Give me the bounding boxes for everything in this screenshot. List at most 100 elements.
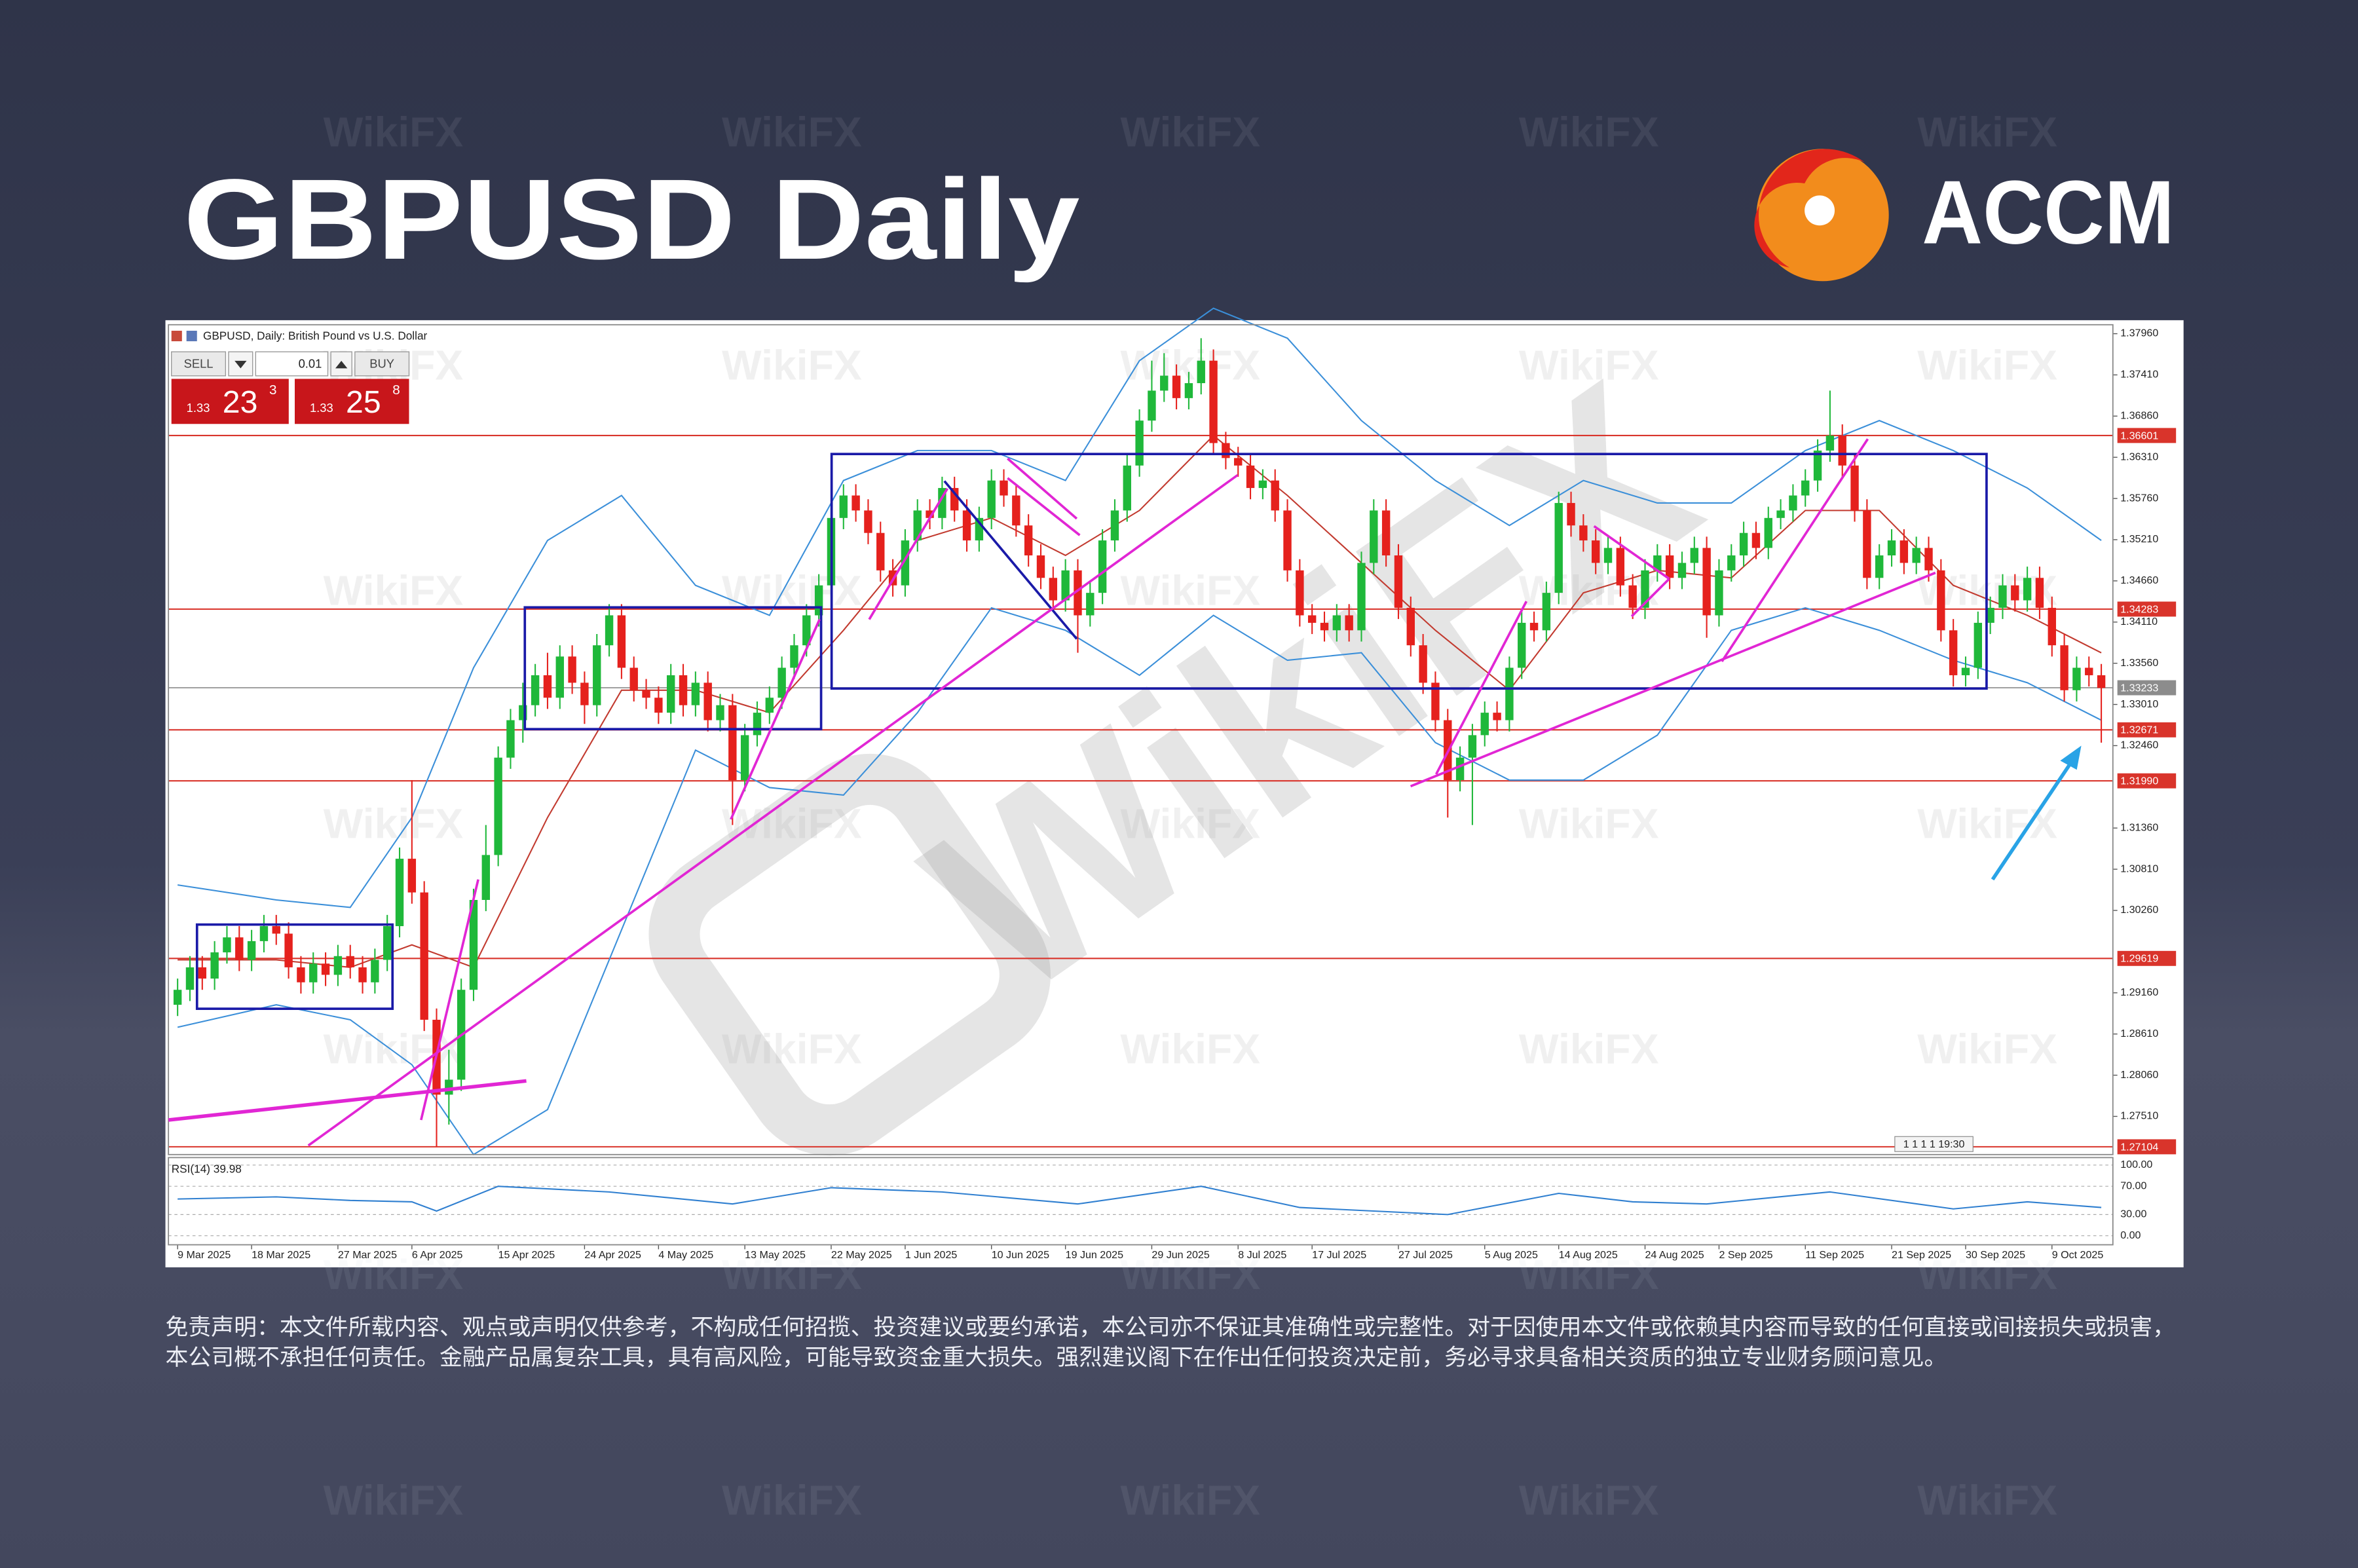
- candle-body: [1518, 622, 1526, 668]
- trend-line: [1593, 525, 1670, 580]
- candle-body: [1468, 735, 1477, 758]
- candle-body: [494, 757, 502, 855]
- lot-input[interactable]: [255, 351, 329, 377]
- candle-body: [790, 645, 798, 668]
- bar-timer: 1 1 1 1 19:30: [1903, 1138, 1965, 1150]
- x-tick-label: 13 May 2025: [745, 1249, 806, 1261]
- candle-body: [1690, 548, 1698, 563]
- candle-body: [2011, 585, 2019, 601]
- candle-body: [1529, 622, 1539, 631]
- trend-line: [1410, 571, 1936, 788]
- x-tick-label: 18 Mar 2025: [252, 1249, 310, 1261]
- candle-body: [1345, 615, 1353, 631]
- rsi-label: RSI(14) 39.98: [172, 1162, 242, 1175]
- candle-body: [1135, 420, 1144, 466]
- rsi-line: [178, 1185, 2102, 1216]
- plot: 1.37960 1.37410 1.36860 1.36310 1.35760 1.352…: [168, 307, 2177, 1261]
- candle-body: [765, 698, 774, 713]
- candle-body: [309, 963, 318, 982]
- brand-logo: [1754, 149, 1889, 282]
- candle-body: [1887, 540, 1896, 555]
- arrow: [1991, 755, 2077, 881]
- watermark: WikiFX: [1120, 800, 1260, 847]
- level-label: 1.27104: [2120, 1141, 2158, 1153]
- level-label: 1.32671: [2120, 724, 2158, 736]
- candle-body: [481, 855, 491, 900]
- candle-body: [593, 645, 601, 705]
- candle-body: [1086, 593, 1095, 616]
- candle-body: [1049, 578, 1058, 601]
- candle-body: [654, 698, 663, 713]
- candle-body: [1825, 436, 1835, 451]
- sell-button[interactable]: [171, 351, 227, 377]
- level-label-box: [2117, 601, 2177, 617]
- watermark: WikiFX: [722, 341, 862, 388]
- candle-body: [272, 926, 280, 934]
- y-tick-label: 1.35210: [2120, 533, 2158, 545]
- candle-body: [1036, 555, 1045, 578]
- candle-body: [740, 735, 749, 781]
- icon: [171, 330, 182, 342]
- watermark: WikiFX: [1519, 800, 1659, 847]
- candle-body: [2072, 667, 2081, 690]
- candle-body: [1061, 570, 1070, 601]
- bid-box[interactable]: [171, 379, 289, 424]
- candle-body: [1616, 548, 1625, 586]
- candle-body: [605, 615, 614, 646]
- ask-box[interactable]: [295, 379, 409, 424]
- x-tick-label: 4 May 2025: [658, 1249, 713, 1261]
- rsi-tick-label: 30.00: [2120, 1208, 2146, 1220]
- x-tick-label: 30 Sep 2025: [1966, 1249, 2025, 1261]
- trend-line: [1007, 457, 1078, 520]
- candle-body: [1493, 713, 1501, 720]
- y-tick-label: 1.33560: [2120, 657, 2158, 669]
- candle-body: [1455, 757, 1465, 781]
- y-tick-label: 1.37960: [2120, 327, 2158, 339]
- candle-body: [1850, 465, 1859, 511]
- candle-body: [1332, 615, 1341, 631]
- candle-body: [210, 952, 219, 979]
- candle-body: [321, 963, 330, 975]
- candle-body: [962, 510, 971, 541]
- candle-body: [198, 967, 207, 979]
- candle-body: [1542, 593, 1551, 631]
- candle-body: [1579, 525, 1588, 541]
- x-tick-label: 9 Mar 2025: [178, 1249, 231, 1261]
- watermark: WikiFX: [324, 567, 464, 614]
- candle-body: [1431, 682, 1440, 720]
- candle-body: [1603, 548, 1613, 563]
- candle-body: [1148, 390, 1156, 421]
- candle-body: [802, 615, 811, 646]
- candle-body: [1653, 555, 1662, 570]
- watermark: WikiFX: [1120, 109, 1260, 156]
- logo-dot: [1805, 195, 1835, 226]
- y-tick-label: 1.29160: [2120, 986, 2158, 998]
- trend-line: [943, 480, 1078, 640]
- candle-body: [1554, 502, 1563, 593]
- candle-body: [1789, 495, 1797, 511]
- watermark: WikiFX: [1120, 1251, 1260, 1298]
- candle-body: [1838, 436, 1846, 466]
- candle-body: [839, 495, 848, 518]
- candle-body: [1074, 570, 1082, 616]
- range-box: [830, 453, 1988, 690]
- candle-body: [1591, 540, 1600, 563]
- candle-body: [1098, 540, 1107, 593]
- y-tick-label: 1.28060: [2120, 1069, 2158, 1081]
- candle-body: [1480, 713, 1489, 736]
- y-tick-label: 1.30260: [2120, 904, 2158, 916]
- bid-big-figure: 1.33: [187, 401, 210, 415]
- candle-body: [950, 488, 959, 511]
- x-tick-label: 15 Apr 2025: [498, 1249, 555, 1261]
- ask-pips: 25: [346, 384, 381, 420]
- candle-body: [1406, 608, 1415, 646]
- candle-body: [333, 956, 343, 975]
- candle-body: [703, 682, 712, 720]
- buy-button[interactable]: [354, 351, 410, 377]
- y-tick-label: 1.30810: [2120, 863, 2158, 874]
- ask-big-figure: 1.33: [310, 401, 333, 415]
- candle-body: [1184, 383, 1193, 398]
- candle-body: [2097, 675, 2106, 688]
- candle-body: [173, 990, 182, 1005]
